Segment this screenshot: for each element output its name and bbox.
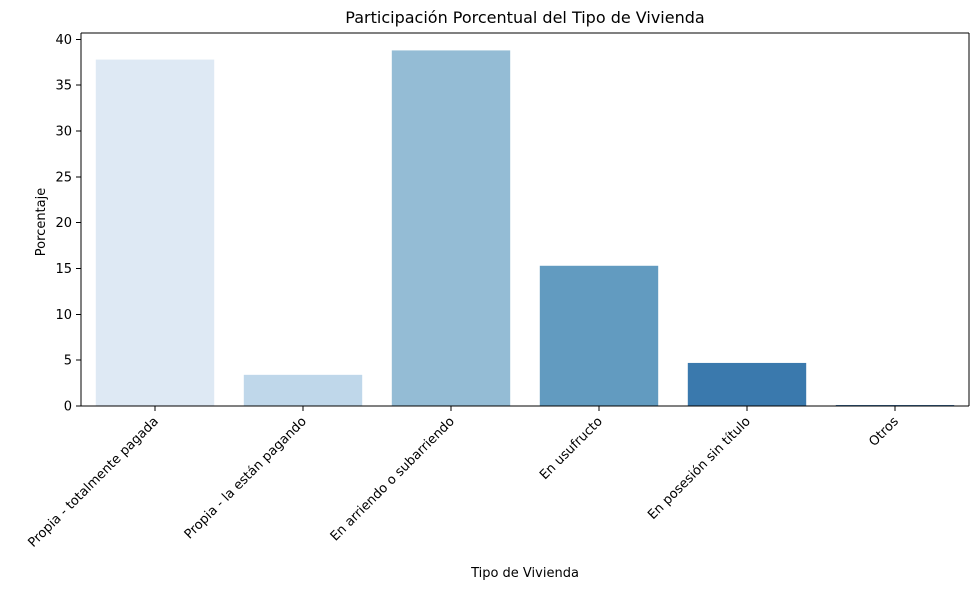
y-tick-label: 10 xyxy=(55,308,72,323)
x-axis-title: Tipo de Vivienda xyxy=(470,566,579,581)
x-tick-label: Propia - totalmente pagada xyxy=(25,414,161,550)
bar-2 xyxy=(391,50,511,406)
x-tick-label: Otros xyxy=(866,414,902,450)
bar-3 xyxy=(539,265,659,406)
x-tick-label: En posesión sin título xyxy=(645,414,754,523)
x-tick-label: En arriendo o subarriendo xyxy=(328,414,458,544)
bar-1 xyxy=(243,374,363,406)
bar-4 xyxy=(687,362,807,406)
y-tick-label: 5 xyxy=(64,354,72,369)
x-tick-label: En usufructo xyxy=(537,414,606,483)
y-tick-label: 35 xyxy=(55,79,72,94)
y-tick-label: 40 xyxy=(55,33,72,48)
y-tick-label: 15 xyxy=(55,262,72,277)
y-axis-title: Porcentaje xyxy=(34,188,49,256)
plot-area: 0 5 10 15 20 25 30 35 40 Propia - totalmente paga… xyxy=(25,32,970,551)
bar-0 xyxy=(95,59,215,406)
chart-title: Participación Porcentual del Tipo de Viv… xyxy=(345,8,704,27)
y-tick-label: 25 xyxy=(55,170,72,185)
x-tick-label: Propia - la están pagando xyxy=(182,414,310,542)
y-tick-label: 20 xyxy=(55,216,72,231)
y-tick-label: 0 xyxy=(64,400,72,415)
y-tick-label: 30 xyxy=(55,125,72,140)
